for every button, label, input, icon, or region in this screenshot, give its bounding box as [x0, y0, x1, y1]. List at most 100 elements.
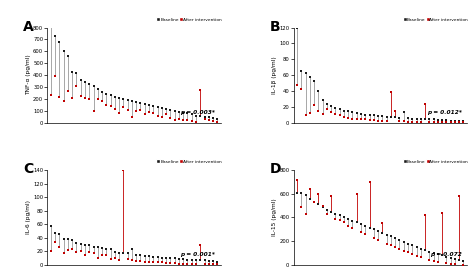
Point: [119, 168, 127, 172]
Point: [336, 213, 344, 217]
Point: [400, 110, 408, 115]
Point: [379, 231, 386, 235]
Point: [370, 118, 378, 122]
Point: [404, 120, 412, 124]
Point: [328, 104, 335, 108]
Point: [102, 253, 110, 258]
Point: [434, 120, 442, 124]
Point: [209, 261, 217, 266]
Point: [119, 105, 127, 110]
Point: [451, 119, 459, 123]
Point: [188, 257, 195, 262]
Point: [328, 194, 335, 198]
Point: [60, 98, 67, 103]
Point: [345, 216, 352, 221]
Point: [154, 105, 161, 109]
Point: [323, 208, 331, 213]
Point: [357, 222, 365, 226]
Point: [68, 238, 76, 242]
Point: [306, 75, 314, 80]
Point: [141, 112, 148, 117]
Point: [183, 111, 191, 115]
Point: [310, 200, 318, 204]
Point: [102, 103, 110, 107]
Point: [205, 261, 212, 266]
Point: [340, 215, 348, 219]
Point: [64, 237, 72, 242]
Point: [175, 117, 182, 121]
Point: [323, 212, 331, 216]
Point: [154, 113, 161, 118]
Point: [94, 245, 101, 250]
Point: [166, 116, 174, 120]
Point: [456, 194, 463, 198]
Point: [392, 245, 399, 250]
Point: [383, 115, 391, 119]
Legend: Baseline, After intervention: Baseline, After intervention: [157, 160, 222, 164]
Point: [302, 112, 310, 117]
Point: [166, 108, 174, 112]
Point: [366, 118, 374, 122]
Point: [451, 120, 459, 124]
Point: [366, 180, 374, 184]
Point: [460, 119, 467, 123]
Point: [119, 251, 127, 256]
Point: [298, 87, 305, 92]
Point: [306, 187, 314, 191]
Point: [298, 191, 305, 195]
Point: [362, 117, 369, 122]
Point: [90, 245, 97, 249]
Point: [132, 253, 140, 258]
Point: [141, 259, 148, 264]
Point: [192, 113, 200, 118]
Point: [340, 108, 348, 113]
Point: [434, 260, 442, 265]
Point: [421, 248, 429, 252]
Point: [383, 242, 391, 246]
Point: [162, 107, 170, 112]
Point: [396, 119, 403, 123]
Point: [353, 116, 361, 121]
Point: [51, 74, 59, 78]
Point: [310, 79, 318, 84]
Point: [55, 95, 63, 99]
Point: [293, 190, 301, 195]
Point: [98, 98, 106, 103]
Point: [196, 114, 204, 119]
Point: [349, 110, 356, 115]
Point: [413, 245, 420, 250]
Point: [430, 251, 438, 255]
Point: [370, 227, 378, 232]
Point: [90, 109, 97, 113]
Point: [421, 117, 429, 122]
Point: [77, 248, 84, 253]
Point: [201, 261, 208, 266]
Point: [175, 109, 182, 114]
Legend: Baseline, After intervention: Baseline, After intervention: [404, 17, 468, 22]
Point: [404, 242, 412, 246]
Point: [379, 221, 386, 225]
Point: [213, 261, 221, 266]
Point: [124, 257, 131, 261]
Point: [107, 104, 114, 108]
Point: [456, 119, 463, 123]
Point: [128, 246, 136, 251]
Point: [55, 40, 63, 44]
Point: [409, 116, 416, 121]
Point: [179, 261, 187, 266]
Point: [443, 261, 450, 266]
Point: [137, 259, 144, 263]
Point: [154, 260, 161, 264]
Point: [213, 116, 221, 121]
Point: [141, 102, 148, 106]
Point: [438, 118, 446, 122]
Point: [387, 243, 395, 248]
Point: [132, 109, 140, 113]
Text: p = 0.001*: p = 0.001*: [181, 252, 216, 257]
Point: [77, 94, 84, 98]
Point: [73, 84, 80, 89]
Point: [213, 120, 221, 124]
Point: [209, 116, 217, 120]
Point: [196, 258, 204, 262]
Point: [145, 254, 153, 258]
